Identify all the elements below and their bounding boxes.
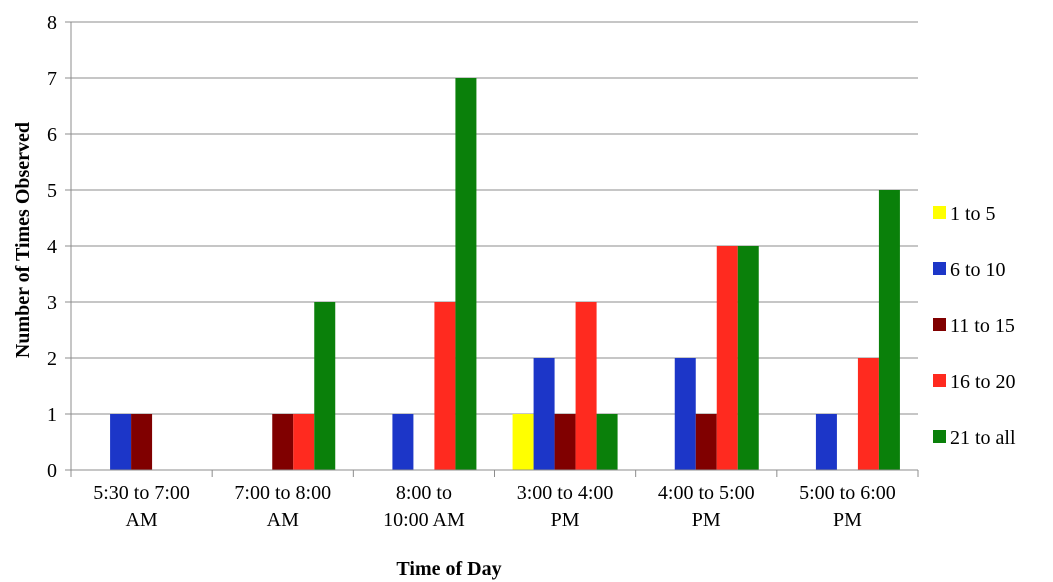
x-axis-title: Time of Day <box>396 558 501 580</box>
x-tick-label: 5:00 to 6:00 <box>799 482 896 504</box>
bar <box>575 302 597 470</box>
legend-swatch <box>933 318 946 331</box>
x-tick-label: AM <box>125 509 157 531</box>
bar <box>674 358 696 470</box>
x-tick-label: 4:00 to 5:00 <box>658 482 755 504</box>
y-tick-label: 1 <box>47 404 57 426</box>
bar <box>857 358 879 470</box>
legend-swatch <box>933 374 946 387</box>
legend-label: 21 to all <box>950 427 1016 449</box>
y-tick-label: 3 <box>47 292 57 314</box>
bar <box>392 414 414 470</box>
bar <box>272 414 294 470</box>
legend-swatch <box>933 206 946 219</box>
bar <box>512 414 534 470</box>
legend-label: 6 to 10 <box>950 259 1006 281</box>
x-tick-label: 5:30 to 7:00 <box>93 482 190 504</box>
bar <box>596 414 618 470</box>
bar <box>434 302 456 470</box>
gridlines <box>71 21 918 415</box>
legend-swatch <box>933 430 946 443</box>
bar <box>455 78 477 470</box>
bar <box>131 414 153 470</box>
y-tick-label: 7 <box>47 68 57 90</box>
bar <box>815 414 837 470</box>
y-tick-label: 5 <box>47 180 57 202</box>
bar <box>878 190 900 470</box>
x-tick-label: PM <box>551 509 580 531</box>
legend-label: 1 to 5 <box>950 203 996 225</box>
legend-label: 11 to 15 <box>950 315 1015 337</box>
legend-label: 16 to 20 <box>950 371 1016 393</box>
bar <box>293 414 315 470</box>
legend-swatch <box>933 262 946 275</box>
x-tick-labels: 5:30 to 7:00 AM 7:00 to 8:00 AM 8:00 to 10:00… <box>93 482 896 531</box>
bar <box>716 246 738 470</box>
bars <box>110 78 900 470</box>
bar <box>554 414 576 470</box>
x-tick-label: PM <box>833 509 862 531</box>
legend: 1 to 5 6 to 10 11 to 15 16 to 20 21 to all <box>933 203 1016 449</box>
y-tick-label: 2 <box>47 348 57 370</box>
bar <box>533 358 555 470</box>
x-tick-label: 3:00 to 4:00 <box>517 482 614 504</box>
axes <box>65 21 919 477</box>
x-tick-label: PM <box>692 509 721 531</box>
bar <box>314 302 336 470</box>
x-tick-label: 8:00 to <box>396 482 452 504</box>
x-tick-label: AM <box>267 509 299 531</box>
y-tick-label: 4 <box>47 236 57 258</box>
x-tick-label: 7:00 to 8:00 <box>234 482 331 504</box>
y-tick-label: 6 <box>47 124 57 146</box>
y-tick-labels: 0 1 2 3 4 5 6 7 8 <box>47 12 57 482</box>
y-tick-label: 8 <box>47 12 57 34</box>
y-axis-title: Number of Times Observed <box>12 122 34 358</box>
bar <box>695 414 717 470</box>
x-tick-label: 10:00 AM <box>383 509 465 531</box>
y-tick-label: 0 <box>47 460 57 482</box>
bar <box>737 246 759 470</box>
bar <box>110 414 132 470</box>
